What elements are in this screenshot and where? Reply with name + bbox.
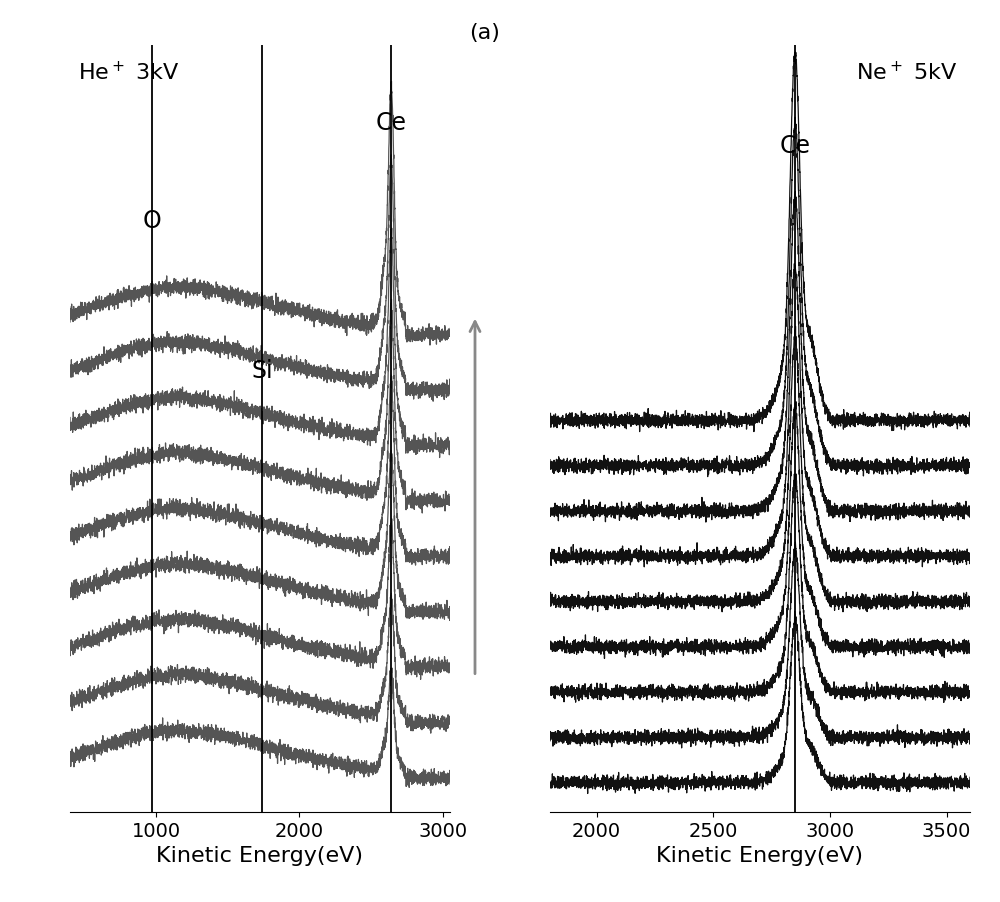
Text: Ce: Ce <box>376 111 407 135</box>
X-axis label: Kinetic Energy(eV): Kinetic Energy(eV) <box>656 846 864 866</box>
Text: (a): (a) <box>470 23 500 42</box>
Text: O: O <box>142 209 161 233</box>
Text: Ne$^+$ 5kV: Ne$^+$ 5kV <box>856 60 957 84</box>
X-axis label: Kinetic Energy(eV): Kinetic Energy(eV) <box>156 846 364 866</box>
Text: He$^+$ 3kV: He$^+$ 3kV <box>78 60 179 84</box>
Text: Si: Si <box>251 359 273 383</box>
Text: Ce: Ce <box>780 133 810 158</box>
